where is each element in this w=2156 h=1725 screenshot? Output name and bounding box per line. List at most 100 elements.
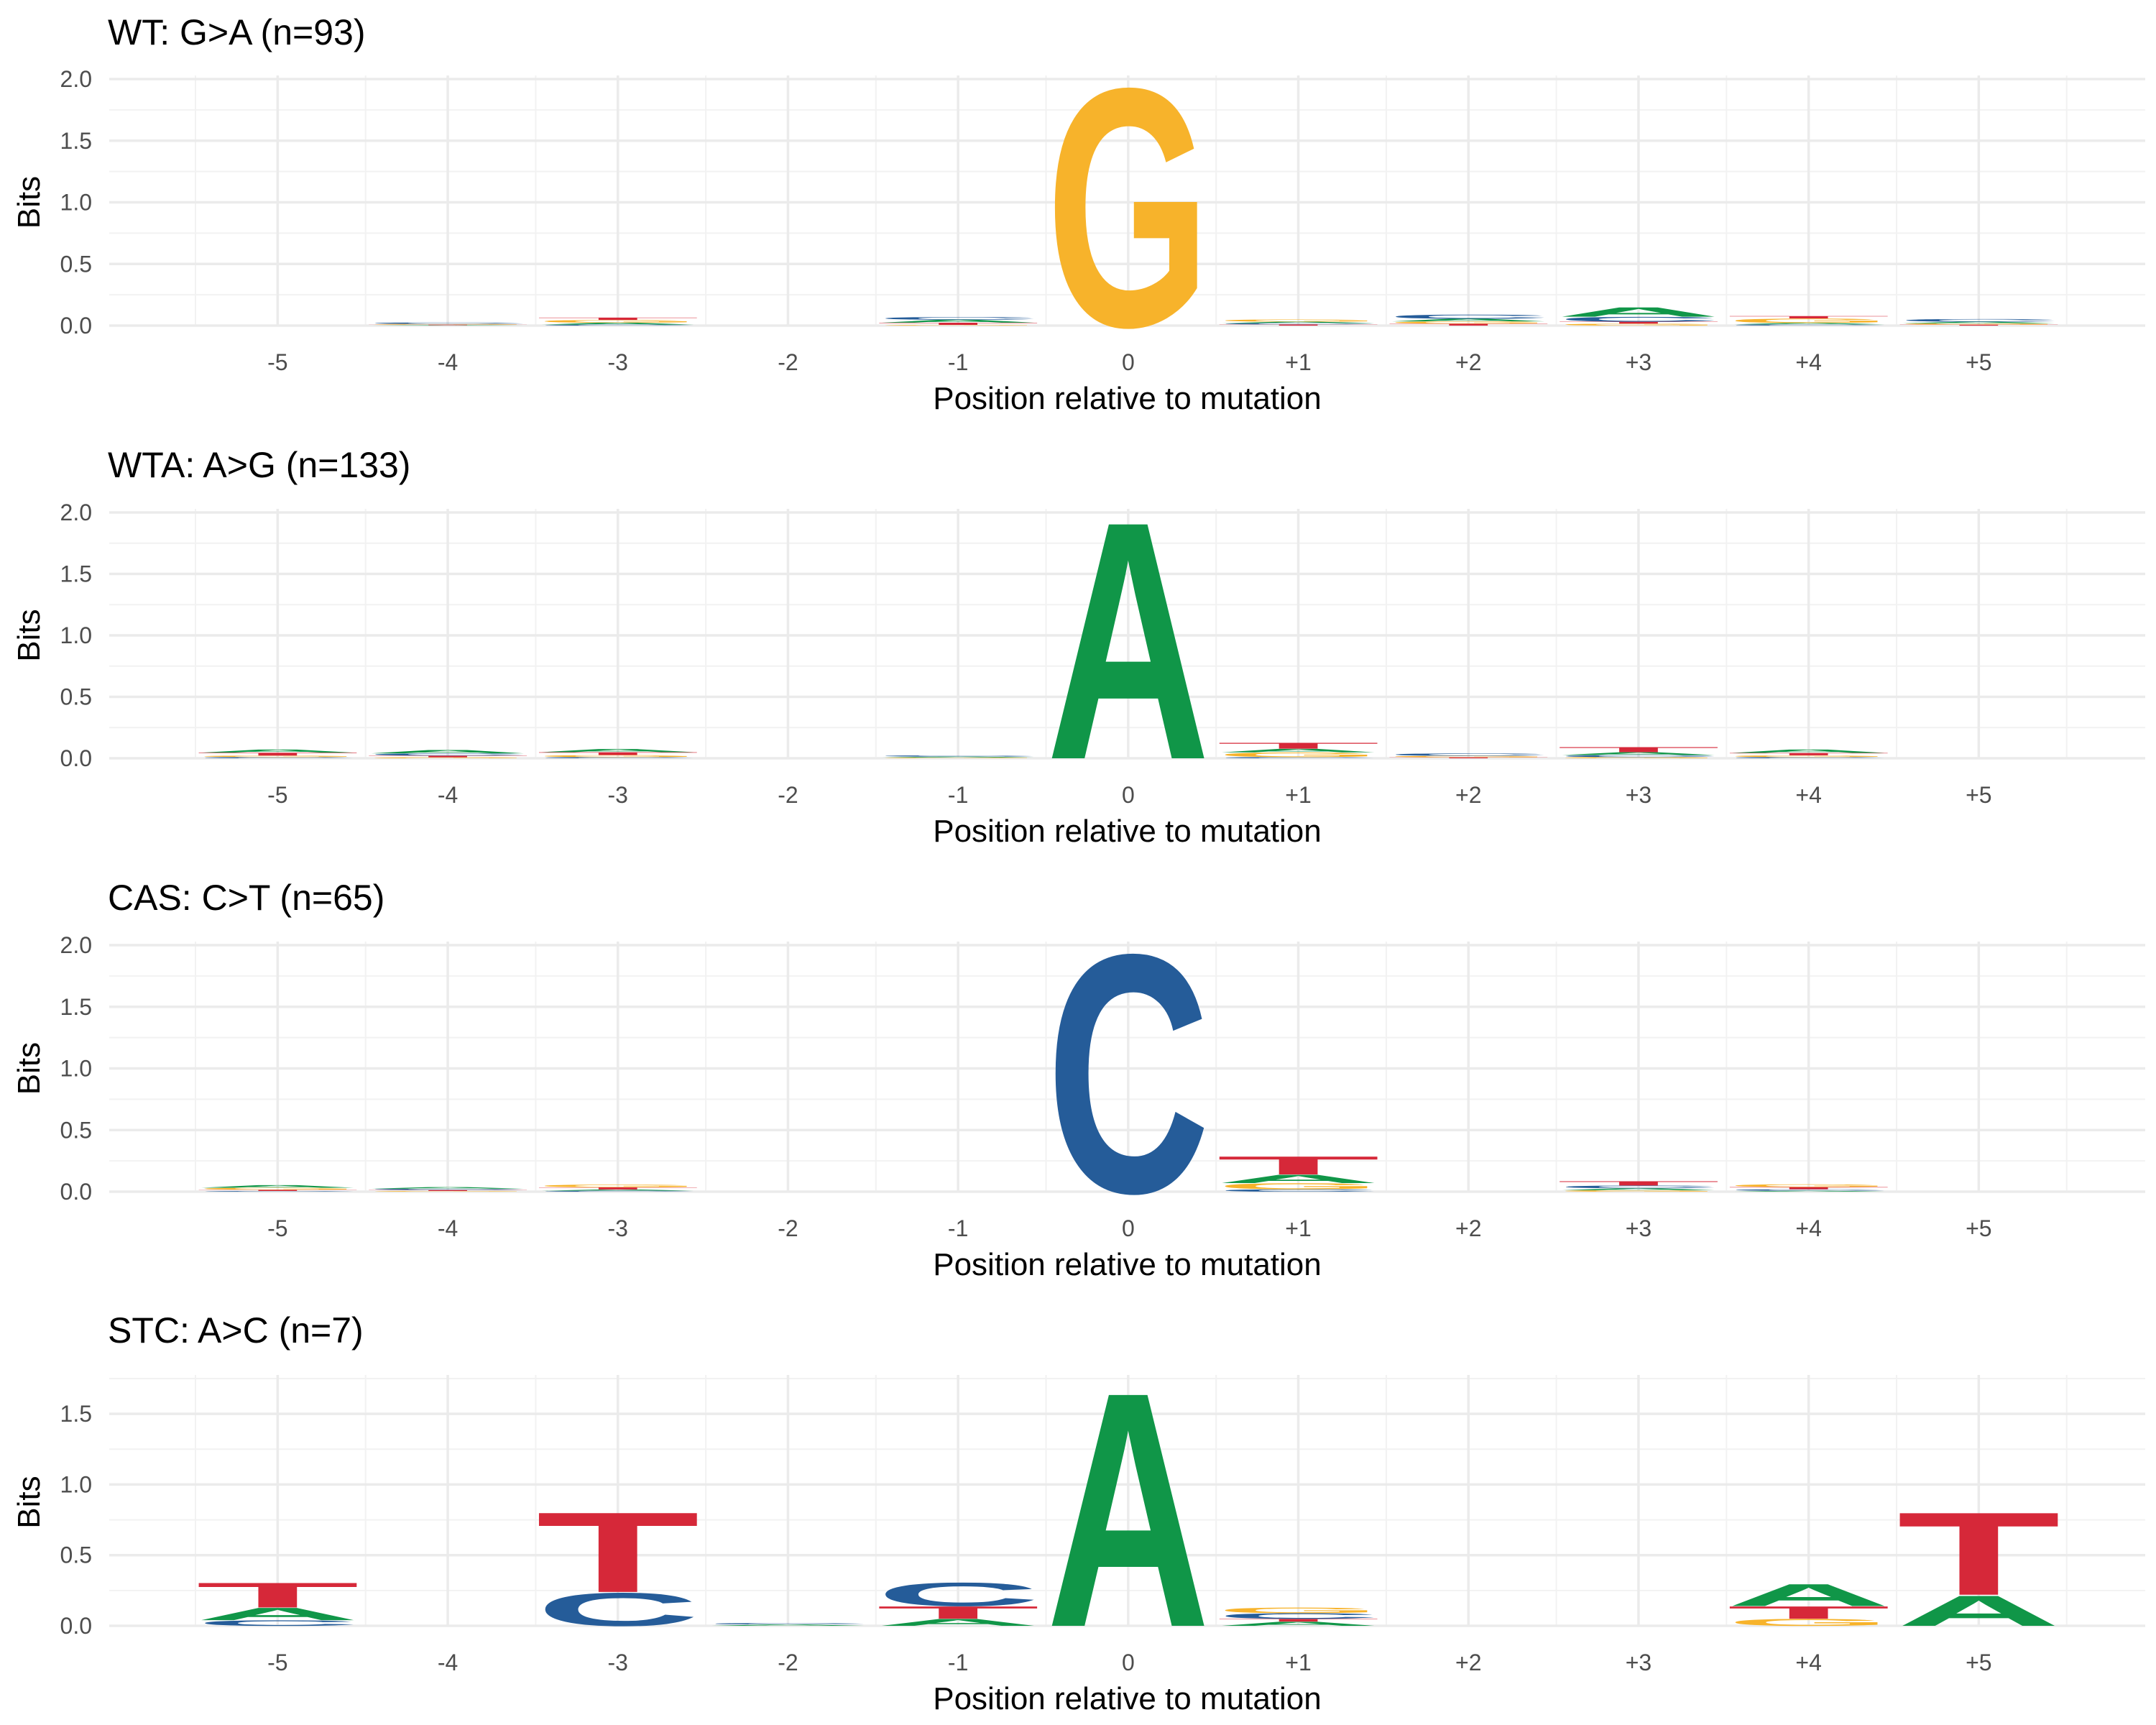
y-axis-title: Bits (11, 1476, 47, 1528)
logo-letter-T: T (1557, 745, 1720, 753)
logo-letter-C: C (1217, 757, 1381, 759)
x-tick-label: +5 (1966, 782, 1991, 808)
logo-panel: CAS: C>T (n=65) 0.0 0.5 1.0 1.5 2.0 -5 -4 -3 -2 -1… (11, 878, 2145, 1282)
logo-letter-C: C (1727, 324, 1891, 326)
logo-letter-G: G (1727, 317, 1891, 324)
logo-letter-C: C (1897, 318, 2060, 323)
logo-letter-C: C (1557, 1184, 1720, 1189)
logo-letter-A: A (366, 1187, 530, 1190)
logo-letter-C: C (366, 322, 530, 324)
y-tick-label: 1.0 (60, 622, 92, 648)
logo-letter-A: A (1727, 748, 1891, 753)
y-tick-label: 2.0 (60, 500, 92, 525)
x-tick-label: +1 (1285, 1215, 1311, 1241)
x-tick-label: +2 (1455, 1650, 1481, 1675)
x-tick-label: +2 (1455, 1215, 1481, 1241)
y-tick-label: 0.5 (60, 1542, 92, 1568)
logo-letter-A: A (195, 1184, 359, 1189)
x-tick-label: +4 (1795, 1215, 1821, 1241)
x-tick-label: -1 (948, 1650, 968, 1675)
logo-panel: WTA: A>G (n=133) 0.0 0.5 1.0 1.5 2.0 -5 -4 -3 -2 -… (11, 445, 2145, 849)
y-tick-label: 2.0 (60, 932, 92, 958)
x-tick-label: -4 (438, 782, 458, 808)
logo-letter-A: A (1217, 1621, 1381, 1627)
x-tick-label: +5 (1966, 1215, 1991, 1241)
logo-letter-G: G (1386, 321, 1550, 324)
logo-letter-A: A (1727, 1190, 1891, 1192)
logo-letter-T: T (536, 1187, 700, 1190)
y-tick-label: 0.5 (60, 1117, 92, 1143)
y-tick-label: 1.5 (60, 994, 92, 1020)
y-tick-label: 0.0 (60, 313, 92, 339)
x-tick-label: -3 (608, 1215, 628, 1241)
panel-title: WT: G>A (n=93) (108, 12, 365, 52)
logo-letter-G: G (366, 1191, 530, 1192)
logo-letter-G: G (536, 755, 700, 758)
logo-letter-A: A (195, 1604, 359, 1624)
logo-letter-A: A (536, 748, 700, 753)
x-tick-label: +5 (1966, 1650, 1991, 1675)
y-axis-title: Bits (11, 609, 47, 661)
logo-letter-C: C (876, 316, 1040, 321)
logo-letter-G: G (366, 757, 530, 758)
y-tick-label: 0.0 (60, 745, 92, 771)
x-axis-title: Position relative to mutation (933, 1681, 1322, 1716)
x-tick-label: +3 (1626, 349, 1651, 375)
logo-letter-T: T (1897, 1488, 2060, 1620)
x-tick-label: -2 (778, 782, 798, 808)
logo-letter-G: G (1727, 755, 1891, 758)
x-tick-label: -1 (948, 1215, 968, 1241)
x-tick-label: -3 (608, 1650, 628, 1675)
logo-letter-G: G (1557, 323, 1720, 326)
logo-panel: STC: A>C (n=7) 0.0 0.5 1.0 1.5 -5 -4 -3 -2 -1 0 +1 +… (11, 1310, 2145, 1716)
panel-title: STC: A>C (n=7) (108, 1310, 364, 1351)
logo-letter-A: A (1046, 1322, 1210, 1697)
logo-letter-T: T (536, 751, 700, 755)
logo-letter-G: G (1727, 1184, 1891, 1188)
logo-letter-C: C (536, 1190, 700, 1192)
logo-letter-G: G (876, 325, 1040, 326)
logo-letter-A: A (536, 322, 700, 325)
logo-letter-T: T (366, 1190, 530, 1191)
y-tick-label: 1.0 (60, 1471, 92, 1497)
x-tick-label: -5 (267, 782, 287, 808)
logo-letter-A: A (1897, 321, 2060, 324)
logo-letter-T: T (536, 317, 700, 321)
x-tick-label: +2 (1455, 349, 1481, 375)
y-tick-label: 1.5 (60, 128, 92, 154)
x-tick-label: -1 (948, 349, 968, 375)
x-tick-label: -5 (267, 349, 287, 375)
logo-letter-A: A (536, 1189, 700, 1191)
x-axis-title: Position relative to mutation (933, 381, 1322, 416)
x-axis-title: Position relative to mutation (933, 814, 1322, 849)
x-tick-label: 0 (1122, 782, 1135, 808)
logo-letter-C: C (1557, 316, 1720, 323)
logo-letter-T: T (1557, 1180, 1720, 1187)
panel-title: WTA: A>G (n=133) (108, 445, 410, 485)
y-axis-title: Bits (11, 176, 47, 229)
logo-letter-C: C (366, 753, 530, 756)
logo-letter-A: A (706, 1624, 870, 1627)
logo-letter-G: G (1557, 1190, 1720, 1192)
logo-letter-T: T (876, 322, 1040, 326)
logo-letter-A: A (1557, 305, 1720, 320)
panel-title: CAS: C>T (n=65) (108, 878, 384, 918)
x-tick-label: +1 (1285, 1650, 1311, 1675)
logo-letter-C: C (536, 324, 700, 326)
x-tick-label: 0 (1122, 1650, 1135, 1675)
logo-letter-G: G (1217, 319, 1381, 323)
logo-letter-T: T (1386, 757, 1550, 758)
logo-letter-C: C (876, 1576, 1040, 1613)
logo-letter-C: C (536, 757, 700, 759)
x-tick-label: -5 (267, 1215, 287, 1241)
x-tick-label: +1 (1285, 349, 1311, 375)
logo-letter-G: G (1217, 751, 1381, 758)
logo-letter-G: G (876, 758, 1040, 759)
logo-letter-C: C (1046, 884, 1210, 1265)
logo-letter-C: C (1727, 757, 1891, 759)
x-tick-label: +4 (1795, 1650, 1821, 1675)
x-tick-label: -4 (438, 349, 458, 375)
logo-letter-T: T (1727, 753, 1891, 756)
